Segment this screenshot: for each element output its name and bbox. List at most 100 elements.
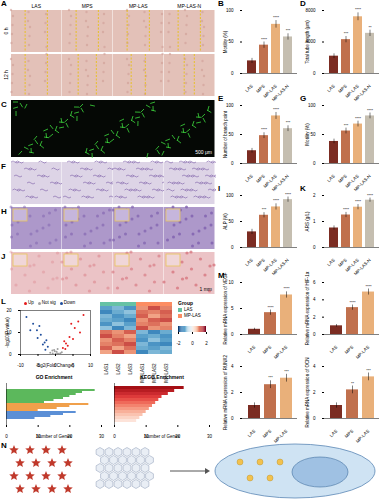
svg-text:4: 4 — [313, 297, 316, 302]
svg-text:LAS: LAS — [326, 84, 336, 94]
svg-text:LAS1: LAS1 — [104, 363, 109, 375]
svg-text:Relative mRNA expression of RU: Relative mRNA expression of RUNX2 — [223, 354, 228, 430]
svg-text:2: 2 — [313, 315, 316, 320]
svg-text:Relative mRNA expression of HI: Relative mRNA expression of HIF-1α — [305, 271, 310, 345]
svg-text:****: **** — [365, 284, 372, 289]
svg-text:500 μm: 500 μm — [195, 149, 212, 155]
svg-text:***: *** — [344, 31, 349, 36]
svg-text:MP-LAS-N: MP-LAS-N — [353, 174, 372, 193]
svg-text:***: *** — [366, 368, 371, 373]
svg-text:20: 20 — [6, 308, 12, 313]
svg-text:Total tube length (μm): Total tube length (μm) — [305, 20, 310, 64]
svg-text:4: 4 — [231, 364, 234, 369]
svg-text:MP-LAS: MP-LAS — [355, 345, 370, 360]
svg-text:***: *** — [286, 28, 291, 33]
svg-text:MPS: MPS — [262, 429, 272, 439]
svg-text:Number of Genes: Number of Genes — [36, 434, 72, 439]
svg-text:0: 0 — [231, 332, 234, 337]
svg-text:30: 30 — [99, 434, 105, 439]
svg-text:0: 0 — [313, 332, 316, 337]
svg-text:0: 0 — [191, 341, 194, 346]
svg-text:****: **** — [367, 108, 374, 113]
svg-text:6: 6 — [313, 280, 316, 285]
svg-text:MP-LAS-N: MP-LAS-N — [353, 258, 372, 277]
svg-text:50: 50 — [228, 132, 234, 137]
svg-text:50: 50 — [310, 132, 316, 137]
svg-text:**: ** — [368, 25, 372, 30]
svg-text:8000: 8000 — [305, 8, 316, 13]
svg-text:MP-LAS-N: MP-LAS-N — [271, 258, 290, 277]
svg-text:MP-LAS: MP-LAS — [273, 345, 288, 360]
svg-text:Motility (%): Motility (%) — [305, 123, 310, 146]
svg-text:LAS: LAS — [326, 174, 336, 184]
svg-text:2: 2 — [313, 390, 316, 395]
svg-text:MP-LAS: MP-LAS — [273, 429, 288, 444]
svg-text:10: 10 — [228, 280, 234, 285]
svg-text:12 h: 12 h — [3, 70, 9, 80]
svg-text:***: *** — [262, 207, 267, 212]
svg-text:Number of Genes: Number of Genes — [144, 434, 180, 439]
svg-text:MP-LAS-N: MP-LAS-N — [177, 3, 201, 9]
svg-text:***: *** — [284, 369, 289, 374]
svg-text:2: 2 — [313, 193, 316, 198]
svg-text:0: 0 — [313, 71, 316, 76]
svg-text:0: 0 — [313, 245, 316, 250]
svg-text:ARS (g/L): ARS (g/L) — [305, 211, 310, 231]
svg-text:***: *** — [286, 120, 291, 125]
svg-text:ALP (%): ALP (%) — [223, 213, 228, 230]
svg-text:50: 50 — [228, 39, 234, 44]
svg-text:100: 100 — [308, 103, 316, 108]
svg-text:****: **** — [273, 15, 280, 20]
svg-text:****: **** — [267, 305, 274, 310]
svg-text:5: 5 — [231, 306, 234, 311]
svg-text:LAS: LAS — [247, 429, 257, 439]
svg-text:MP-LAS: MP-LAS — [355, 429, 370, 444]
svg-text:**: ** — [351, 381, 355, 386]
svg-text:2: 2 — [231, 390, 234, 395]
svg-text:30: 30 — [207, 434, 213, 439]
svg-text:****: **** — [367, 193, 374, 198]
svg-text:0: 0 — [231, 245, 234, 250]
svg-text:Relative mRNA expression of OC: Relative mRNA expression of OCN — [305, 358, 310, 428]
svg-text:Relative mRNA expression of VE: Relative mRNA expression of VEGF — [223, 272, 228, 344]
svg-text:****: **** — [273, 198, 280, 203]
svg-text:MP-LAS-N: MP-LAS-N — [271, 174, 290, 193]
svg-text:***: *** — [268, 375, 273, 380]
svg-text:50: 50 — [228, 219, 234, 224]
svg-text:0: 0 — [231, 71, 234, 76]
svg-text:1 mm: 1 mm — [200, 286, 213, 292]
svg-text:****: **** — [355, 7, 362, 12]
svg-text:0: 0 — [5, 434, 8, 439]
svg-text:MP-LAS-N: MP-LAS-N — [271, 84, 290, 103]
svg-text:0: 0 — [9, 352, 12, 357]
svg-text:0: 0 — [113, 434, 116, 439]
svg-text:100: 100 — [226, 8, 234, 13]
svg-text:LAS2: LAS2 — [116, 363, 121, 375]
svg-text:log2(Fold Change): log2(Fold Change) — [37, 363, 75, 368]
svg-text:LAS: LAS — [244, 84, 254, 94]
svg-text:****: **** — [343, 207, 350, 212]
svg-text:100: 100 — [226, 193, 234, 198]
svg-text:MPS: MPS — [344, 345, 354, 355]
svg-text:4: 4 — [313, 364, 316, 369]
svg-text:MPS: MPS — [82, 3, 94, 9]
svg-text:LAS: LAS — [329, 429, 339, 439]
svg-text:0: 0 — [231, 161, 234, 166]
svg-text:****: **** — [355, 116, 362, 121]
svg-text:****: **** — [261, 127, 268, 132]
svg-text:-log10(P value): -log10(P value) — [5, 317, 10, 348]
svg-text:0: 0 — [313, 161, 316, 166]
svg-text:LAS3: LAS3 — [128, 363, 133, 375]
svg-text:MPS: MPS — [262, 345, 272, 355]
svg-text:1: 1 — [313, 219, 316, 224]
svg-text:LAS: LAS — [326, 258, 336, 268]
svg-text:****: **** — [355, 199, 362, 204]
svg-text:Motility (%): Motility (%) — [223, 30, 228, 53]
svg-text:-10: -10 — [17, 363, 24, 368]
svg-text:10: 10 — [88, 363, 94, 368]
svg-text:****: **** — [285, 192, 292, 197]
svg-text:0 h: 0 h — [3, 27, 9, 34]
svg-text:LAS: LAS — [244, 258, 254, 268]
svg-text:****: **** — [349, 300, 356, 305]
svg-text:LAS: LAS — [329, 345, 339, 355]
